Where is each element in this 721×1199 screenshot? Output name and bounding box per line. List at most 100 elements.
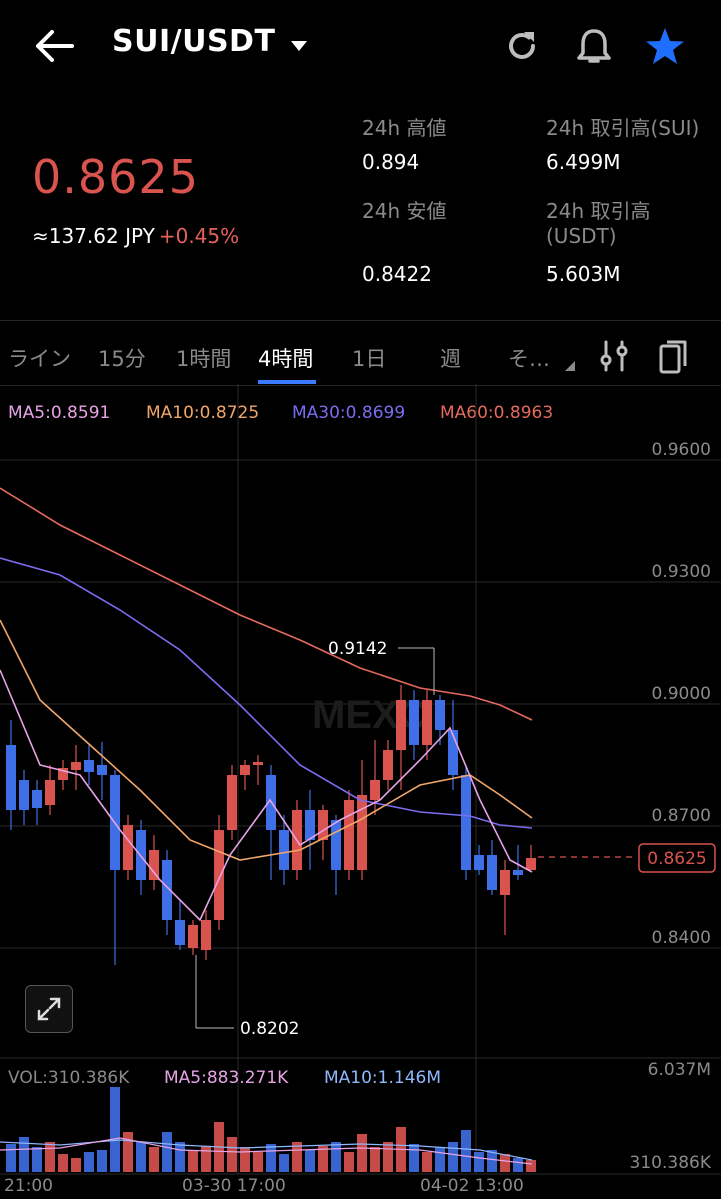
volume-bar	[32, 1147, 42, 1172]
volume-axis-bottom: 310.386K	[629, 1153, 711, 1173]
expand-button[interactable]	[25, 985, 73, 1033]
tab-4h[interactable]: 4時間	[258, 347, 314, 371]
candle-body	[162, 860, 172, 920]
candle-body	[84, 760, 94, 772]
vol-usdt-label: 24h 取引高	[546, 199, 651, 223]
volume-bar	[292, 1142, 302, 1172]
volume-bar	[149, 1147, 159, 1172]
volume-bar	[188, 1150, 198, 1172]
rotate-icon[interactable]	[656, 337, 690, 379]
candles	[6, 685, 536, 965]
volume-ma5-line	[0, 1137, 533, 1165]
pair-selector[interactable]: SUI/USDT	[112, 24, 308, 60]
volume-bar	[305, 1150, 315, 1172]
high-label: 24h 高値	[362, 116, 447, 140]
expand-icon	[37, 997, 61, 1021]
volume-bar	[19, 1137, 29, 1172]
tab-more[interactable]: そ…	[508, 347, 550, 371]
candle-body	[123, 825, 133, 870]
time-label-1: 03-30 17:00	[182, 1176, 286, 1196]
volume-bar	[240, 1147, 250, 1172]
candle-body	[357, 795, 367, 870]
active-tab-indicator	[258, 380, 316, 384]
volume-bar	[409, 1144, 419, 1172]
candle-body	[19, 780, 29, 810]
candle-body	[344, 800, 354, 870]
high-marker: 0.9142	[328, 639, 435, 695]
candle-body	[370, 780, 380, 800]
candle-body	[318, 810, 328, 840]
candle-body	[396, 700, 406, 750]
axis-label-0960: 0.9600	[651, 440, 711, 460]
volume-bar	[370, 1147, 380, 1172]
low-label: 24h 安値	[362, 199, 447, 223]
refresh-icon[interactable]	[498, 22, 546, 70]
candle-body	[6, 745, 16, 810]
volume-bar	[266, 1144, 276, 1172]
ma10-line	[0, 619, 533, 861]
tab-1h[interactable]: 1時間	[176, 347, 232, 371]
candle-body	[279, 830, 289, 870]
volume-bar	[162, 1132, 172, 1172]
low-value: 0.8422	[362, 262, 432, 286]
volume-bar	[474, 1152, 484, 1172]
star-icon[interactable]	[641, 22, 689, 70]
bell-icon[interactable]	[570, 22, 618, 70]
volume-bar	[58, 1154, 68, 1172]
tab-line[interactable]: ライン	[8, 347, 71, 371]
tab-week[interactable]: 週	[440, 347, 461, 371]
pair-title: SUI/USDT	[112, 24, 276, 59]
axis-label-0900: 0.9000	[651, 684, 711, 704]
candle-body	[71, 762, 81, 770]
volume-bar	[6, 1144, 16, 1172]
ma60-line	[0, 487, 533, 721]
low-annotation: 0.8202	[240, 1019, 299, 1039]
ma60-legend: MA60:0.8963	[440, 403, 554, 423]
volume-bar	[422, 1152, 432, 1172]
vol-sui-value: 6.499M	[546, 150, 621, 174]
candle-body	[149, 850, 159, 880]
back-arrow-icon[interactable]	[30, 22, 78, 70]
volume-bar	[357, 1134, 367, 1172]
candle-body	[461, 775, 471, 870]
volume-bar	[175, 1142, 185, 1172]
volume-bar	[383, 1142, 393, 1172]
volume-bars	[6, 1087, 536, 1172]
volume-ma10-legend: MA10:1.146M	[324, 1068, 441, 1088]
candle-body	[58, 768, 68, 780]
volume-bar	[435, 1147, 445, 1172]
axis-label-0870: 0.8700	[651, 806, 711, 826]
ma5-line	[0, 669, 533, 922]
candle-body	[435, 700, 445, 730]
volume-bar	[513, 1158, 523, 1172]
volume-bar	[526, 1160, 536, 1172]
volume-bar	[253, 1152, 263, 1172]
volume-bar	[136, 1142, 146, 1172]
top-bar: SUI/USDT	[0, 0, 721, 92]
candle-body	[305, 810, 315, 840]
volume-ma5-legend: MA5:883.271K	[164, 1068, 289, 1088]
settings-sliders-icon[interactable]	[598, 339, 630, 377]
volume-bar	[71, 1158, 81, 1172]
candlestick-chart[interactable]: MEXC 0.9142 0.8202 0.8625	[0, 384, 721, 1199]
tab-15m[interactable]: 15分	[98, 347, 146, 371]
volume-bar	[201, 1146, 211, 1172]
time-label-2: 04-02 13:00	[420, 1176, 524, 1196]
volume-bar	[279, 1154, 289, 1172]
candle-body	[383, 750, 393, 780]
candle-body	[45, 780, 55, 805]
ma10-legend: MA10:0.8725	[146, 403, 260, 423]
ma30-legend: MA30:0.8699	[292, 403, 406, 423]
more-caret-icon[interactable]	[564, 357, 576, 376]
candle-body	[188, 925, 198, 948]
volume-bar	[461, 1130, 471, 1172]
tab-1d[interactable]: 1日	[352, 347, 387, 371]
candle-body	[201, 920, 211, 950]
volume-bar	[45, 1142, 55, 1172]
volume-bar	[123, 1132, 133, 1172]
current-price-box	[638, 843, 716, 873]
volume-bar	[500, 1154, 510, 1172]
change-percent: +0.45%	[158, 224, 240, 248]
vol-sui-label: 24h 取引高(SUI)	[546, 116, 700, 140]
jpy-value: ≈137.62 JPY	[32, 224, 155, 248]
